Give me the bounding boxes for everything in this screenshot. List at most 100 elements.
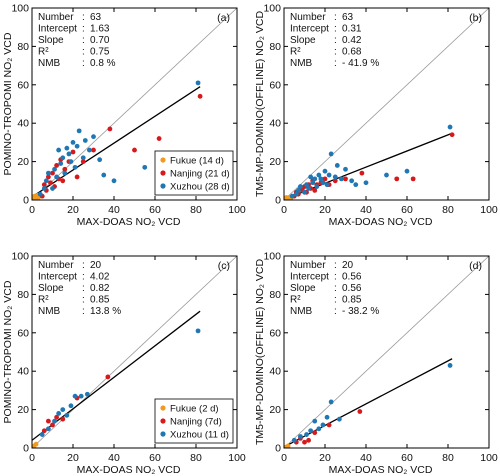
x-tick-label: 60 — [401, 452, 413, 464]
data-point-nanjing — [46, 418, 51, 424]
data-point-xuzhou — [324, 182, 330, 188]
stat-label: NMB — [38, 306, 61, 317]
data-point-xuzhou — [70, 140, 76, 145]
legend-marker-nanjing — [160, 418, 166, 424]
x-tick-label: 80 — [190, 204, 202, 216]
y-tick-label: 60 — [269, 327, 281, 339]
legend: Fukue (2 d) Nanjing (7d) Xuzhou (11 d) — [154, 398, 234, 444]
stat-value: 0.42 — [342, 35, 362, 46]
stat-separator: : — [334, 295, 337, 306]
data-point-xuzhou — [195, 80, 201, 86]
x-tick-label: 100 — [480, 204, 498, 216]
panel-b: 0 20 40 60 80 100 0 20 40 60 80 100 MAX-DOAS NO₂ VCD… — [254, 3, 498, 229]
data-point-xuzhou — [72, 393, 78, 399]
y-tick-label: 80 — [269, 289, 281, 301]
data-point-xuzhou — [82, 138, 88, 143]
stat-value: 0.85 — [90, 295, 110, 306]
data-point-nanjing — [54, 414, 59, 420]
y-tick-label: 60 — [17, 79, 29, 91]
legend-marker-fukue — [160, 157, 166, 163]
plot-frame — [31, 255, 238, 449]
stat-value: 20 — [90, 260, 102, 271]
data-point-nanjing — [132, 147, 137, 153]
stat-separator: : — [82, 306, 85, 317]
data-point-xuzhou — [66, 151, 72, 157]
legend-label: Nanjing (7d) — [170, 416, 222, 427]
data-point-nanjing — [312, 430, 318, 436]
data-point-xuzhou — [295, 188, 301, 193]
y-tick-label: 80 — [269, 41, 281, 53]
data-point-xuzhou — [349, 178, 355, 184]
panel-label: (a) — [217, 12, 230, 24]
x-tick-label: 0 — [29, 204, 35, 216]
y-tick-label: 60 — [17, 327, 29, 339]
y-tick-label: 40 — [17, 118, 29, 130]
y-tick-label: 40 — [269, 118, 281, 130]
data-point-nanjing — [105, 374, 111, 380]
data-point-nanjing — [197, 93, 203, 99]
x-tick-label: 40 — [108, 452, 120, 464]
y-tick-label: 0 — [23, 443, 29, 455]
stat-label: Intercept — [290, 272, 329, 283]
stat-value: 1.63 — [90, 24, 110, 35]
stat-value: 13.8 % — [90, 306, 121, 317]
y-tick-label: 100 — [263, 251, 281, 263]
x-tick-label: 40 — [108, 204, 120, 216]
data-point-nanjing — [60, 178, 66, 184]
x-tick-label: 80 — [442, 204, 454, 216]
stat-label: R² — [38, 47, 49, 58]
data-point-nanjing — [70, 149, 76, 155]
data-point-xuzhou — [320, 422, 326, 428]
data-point-xuzhou — [291, 437, 297, 443]
data-point-xuzhou — [39, 432, 45, 437]
data-point-nanjing — [41, 182, 47, 188]
stat-separator: : — [334, 35, 337, 46]
x-tick-label: 100 — [480, 452, 498, 464]
y-tick-label: 20 — [269, 156, 281, 168]
data-point-xuzhou — [312, 418, 318, 424]
stat-separator: : — [334, 272, 337, 283]
x-tick-label: 80 — [190, 452, 202, 464]
data-point-xuzhou — [101, 172, 107, 178]
data-point-xuzhou — [334, 163, 340, 168]
data-point-xuzhou — [91, 134, 96, 140]
stat-separator: : — [82, 272, 85, 283]
stat-label: Number — [38, 260, 74, 271]
data-point-nanjing — [156, 136, 162, 141]
stat-label: R² — [290, 295, 301, 306]
legend-box — [154, 150, 234, 196]
data-point-xuzhou — [328, 399, 334, 405]
data-point-xuzhou — [97, 157, 103, 163]
stat-label: Slope — [38, 283, 64, 294]
data-point-xuzhou — [64, 145, 70, 151]
x-tick-label: 20 — [67, 452, 79, 464]
data-point-xuzhou — [322, 168, 328, 174]
data-point-xuzhou — [310, 180, 316, 186]
x-tick-label: 60 — [401, 204, 413, 216]
data-point-nanjing — [91, 147, 96, 153]
y-axis-label: POMINO-TROPOMI NO₂ VCD — [2, 32, 14, 175]
stat-label: NMB — [290, 58, 313, 69]
x-tick-label: 0 — [281, 204, 287, 216]
stat-separator: : — [82, 283, 85, 294]
data-point-nanjing — [343, 176, 348, 182]
plot-frame — [283, 7, 490, 201]
data-point-xuzhou — [50, 186, 55, 191]
stat-label: Number — [290, 260, 326, 271]
y-tick-label: 60 — [269, 79, 281, 91]
data-point-xuzhou — [306, 186, 311, 191]
y-tick-label: 0 — [275, 443, 281, 455]
stat-value: 0.68 — [342, 47, 362, 58]
stat-label: Intercept — [38, 24, 77, 35]
data-point-xuzhou — [72, 164, 78, 170]
data-point-xuzhou — [52, 418, 57, 424]
panel-label: (c) — [218, 260, 230, 272]
x-axis-label: MAX-DOAS NO₂ VCD — [329, 464, 433, 476]
y-tick-label: 0 — [23, 195, 29, 207]
x-tick-label: 100 — [228, 204, 246, 216]
stat-value: 0.31 — [342, 24, 362, 35]
data-point-xuzhou — [302, 189, 307, 195]
stat-separator: : — [334, 47, 337, 58]
data-point-xuzhou — [46, 170, 51, 176]
data-point-nanjing — [60, 416, 66, 422]
